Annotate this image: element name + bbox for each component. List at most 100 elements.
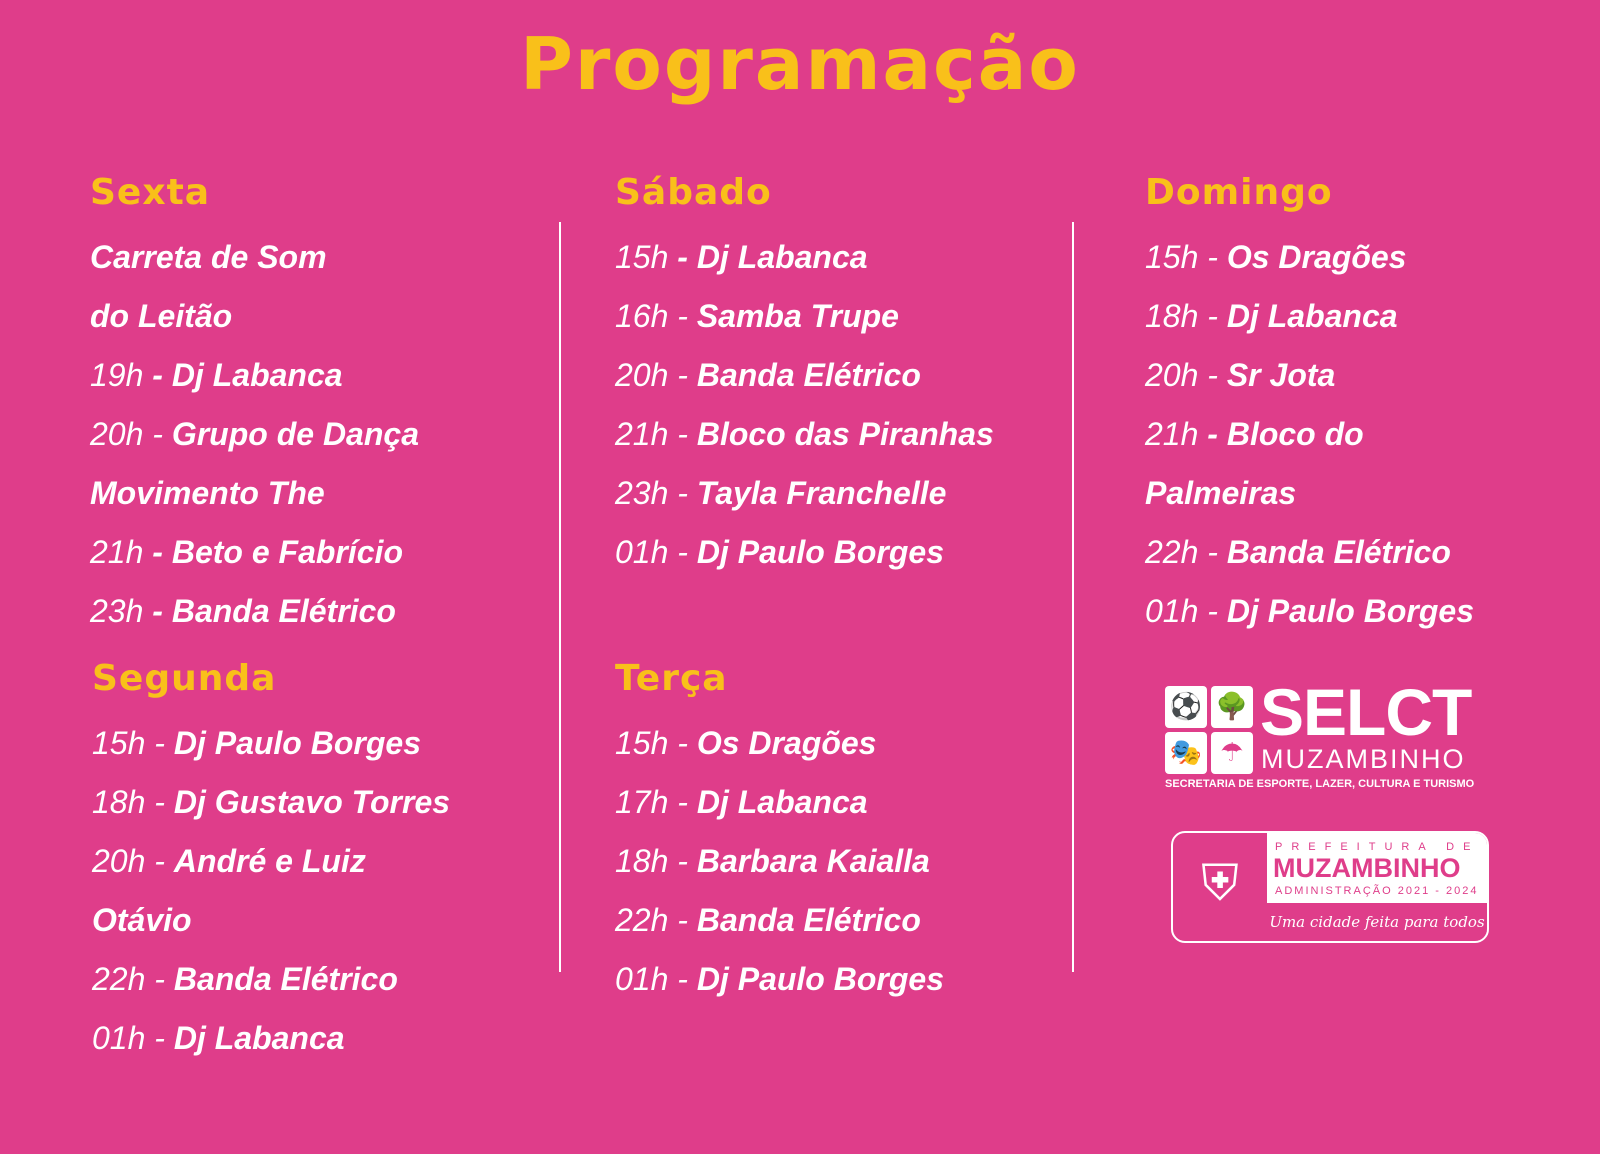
day-column-terca: Terça 15h - Os Dragões 17h - Dj Labanca 18h…: [615, 654, 1135, 1009]
schedule-time: 22h -: [615, 902, 697, 938]
schedule-artist: Dj Paulo Borges: [696, 961, 944, 997]
prefeitura-admin: ADMINISTRAÇÃO 2021 - 2024: [1275, 885, 1479, 897]
schedule-artist: Bloco das Piranhas: [696, 416, 994, 452]
schedule-item: 20h - Sr Jota: [1145, 346, 1600, 405]
schedule-time: 15h -: [615, 725, 697, 761]
theater-masks-icon: 🎭: [1165, 732, 1207, 774]
schedule-artist: Barbara Kaialla: [696, 843, 930, 879]
schedule-time: 01h -: [615, 961, 697, 997]
schedule-item: 21h - Beto e Fabrício: [90, 523, 610, 582]
schedule-item: 21h - Bloco do: [1145, 405, 1600, 464]
schedule-time: 18h -: [1145, 298, 1227, 334]
schedule-item: 22h - Banda Elétrico: [615, 891, 1135, 950]
day-column-sexta: Sexta Carreta de Som do Leitão 19h - Dj Lab…: [90, 168, 610, 641]
schedule-item: 01h - Dj Paulo Borges: [615, 950, 1135, 1009]
schedule-item: 19h - Dj Labanca: [90, 346, 610, 405]
schedule-item: do Leitão: [90, 287, 610, 346]
schedule-item: 18h - Barbara Kaialla: [615, 832, 1135, 891]
soccer-icon: ⚽: [1165, 686, 1207, 728]
schedule-item: 20h - Grupo de Dança: [90, 405, 610, 464]
schedule-artist: Grupo de Dança: [171, 416, 419, 452]
schedule-item: 01h - Dj Labanca: [92, 1009, 612, 1068]
schedule-item: 21h - Bloco das Piranhas: [615, 405, 1135, 464]
schedule-time: 01h -: [1145, 593, 1227, 629]
schedule-item: 18h - Dj Gustavo Torres: [92, 773, 612, 832]
schedule-time: 20h -: [615, 357, 697, 393]
schedule-artist: - Bloco do: [1207, 416, 1364, 452]
park-bench-icon: 🌳: [1211, 686, 1253, 728]
day-heading: Terça: [615, 658, 728, 699]
schedule-time: 23h: [90, 593, 153, 629]
schedule-artist: Dj Labanca: [1226, 298, 1398, 334]
schedule-item: Palmeiras: [1145, 464, 1600, 523]
prefeitura-city: MUZAMBINHO: [1273, 853, 1461, 883]
selct-name: SELCT: [1260, 675, 1472, 749]
day-heading: Sexta: [90, 172, 211, 213]
day-column-segunda: Segunda 15h - Dj Paulo Borges 18h - Dj Gus…: [92, 654, 612, 1068]
schedule-item: 20h - Banda Elétrico: [615, 346, 1135, 405]
schedule-time: 18h -: [615, 843, 697, 879]
day-heading: Domingo: [1145, 172, 1333, 213]
schedule-item: Carreta de Som: [90, 228, 610, 287]
schedule-artist: - Dj Labanca: [677, 239, 868, 275]
day-column-domingo: Domingo 15h - Os Dragões 18h - Dj Labanca 2…: [1145, 168, 1600, 641]
schedule-item: 01h - Dj Paulo Borges: [615, 523, 1135, 582]
schedule-time: 19h: [90, 357, 153, 393]
schedule-time: 23h -: [615, 475, 697, 511]
schedule-time: 21h -: [615, 416, 697, 452]
selct-logo: ⚽ 🌳 🎭 ☂ SELCT MUZAMBINHO SECRETARIA DE E…: [1165, 675, 1495, 794]
schedule-item: 15h - Os Dragões: [1145, 228, 1600, 287]
schedule-artist: Palmeiras: [1145, 475, 1297, 511]
schedule-artist: Samba Trupe: [696, 298, 899, 334]
schedule-time: 16h -: [615, 298, 697, 334]
coat-of-arms-icon: ⛨: [1201, 854, 1239, 912]
schedule-artist: Os Dragões: [696, 725, 877, 761]
schedule-item: 15h - Dj Paulo Borges: [92, 714, 612, 773]
schedule-time: 15h -: [1145, 239, 1227, 275]
schedule-item: 15h - Os Dragões: [615, 714, 1135, 773]
schedule-artist: Sr Jota: [1226, 357, 1336, 393]
schedule-item: 16h - Samba Trupe: [615, 287, 1135, 346]
page-title: Programação: [520, 22, 1080, 106]
schedule-item: Movimento The: [90, 464, 610, 523]
column-divider: [1072, 222, 1074, 972]
prefeitura-label: PREFEITURA DE: [1275, 841, 1480, 853]
schedule-artist: Movimento The: [90, 475, 325, 511]
prefeitura-logo: ⛨ PREFEITURA DE MUZAMBINHO ADMINISTRAÇÃO…: [1171, 831, 1489, 943]
selct-subtitle: SECRETARIA DE ESPORTE, LAZER, CULTURA E …: [1165, 778, 1475, 790]
schedule-artist: Tayla Franchelle: [696, 475, 947, 511]
schedule-artist: Dj Gustavo Torres: [173, 784, 451, 820]
schedule-artist: do Leitão: [90, 298, 233, 334]
schedule-time: 22h -: [1145, 534, 1227, 570]
schedule-time: 18h -: [92, 784, 174, 820]
schedule-artist: Carreta de Som: [90, 239, 327, 275]
schedule-artist: André e Luiz: [173, 843, 366, 879]
schedule-artist: Dj Labanca: [173, 1020, 345, 1056]
schedule-artist: Dj Paulo Borges: [173, 725, 421, 761]
schedule-time: 15h: [615, 239, 678, 275]
schedule-time: 20h -: [90, 416, 172, 452]
schedule-artist: Dj Paulo Borges: [1226, 593, 1474, 629]
schedule-item: 22h - Banda Elétrico: [1145, 523, 1600, 582]
schedule-time: 22h -: [92, 961, 174, 997]
schedule-item: 01h - Dj Paulo Borges: [1145, 582, 1600, 641]
schedule-item: 18h - Dj Labanca: [1145, 287, 1600, 346]
selct-city: MUZAMBINHO: [1261, 744, 1466, 774]
day-column-sabado: Sábado 15h - Dj Labanca 16h - Samba Trupe 2…: [615, 168, 1135, 582]
schedule-time: 20h -: [92, 843, 174, 879]
schedule-item: 17h - Dj Labanca: [615, 773, 1135, 832]
day-heading: Sábado: [615, 172, 772, 213]
schedule-artist: Banda Elétrico: [696, 902, 921, 938]
schedule-item: 23h - Tayla Franchelle: [615, 464, 1135, 523]
prefeitura-slogan: Uma cidade feita para todos: [1267, 903, 1487, 941]
schedule-artist: - Dj Labanca: [152, 357, 343, 393]
schedule-artist: Otávio: [92, 902, 192, 938]
schedule-artist: - Beto e Fabrício: [152, 534, 403, 570]
schedule-artist: Banda Elétrico: [1226, 534, 1451, 570]
schedule-item: 22h - Banda Elétrico: [92, 950, 612, 1009]
schedule-artist: Os Dragões: [1226, 239, 1407, 275]
schedule-item: 23h - Banda Elétrico: [90, 582, 610, 641]
schedule-time: 15h -: [92, 725, 174, 761]
umbrella-icon: ☂: [1211, 732, 1253, 774]
day-heading: Segunda: [92, 658, 277, 699]
